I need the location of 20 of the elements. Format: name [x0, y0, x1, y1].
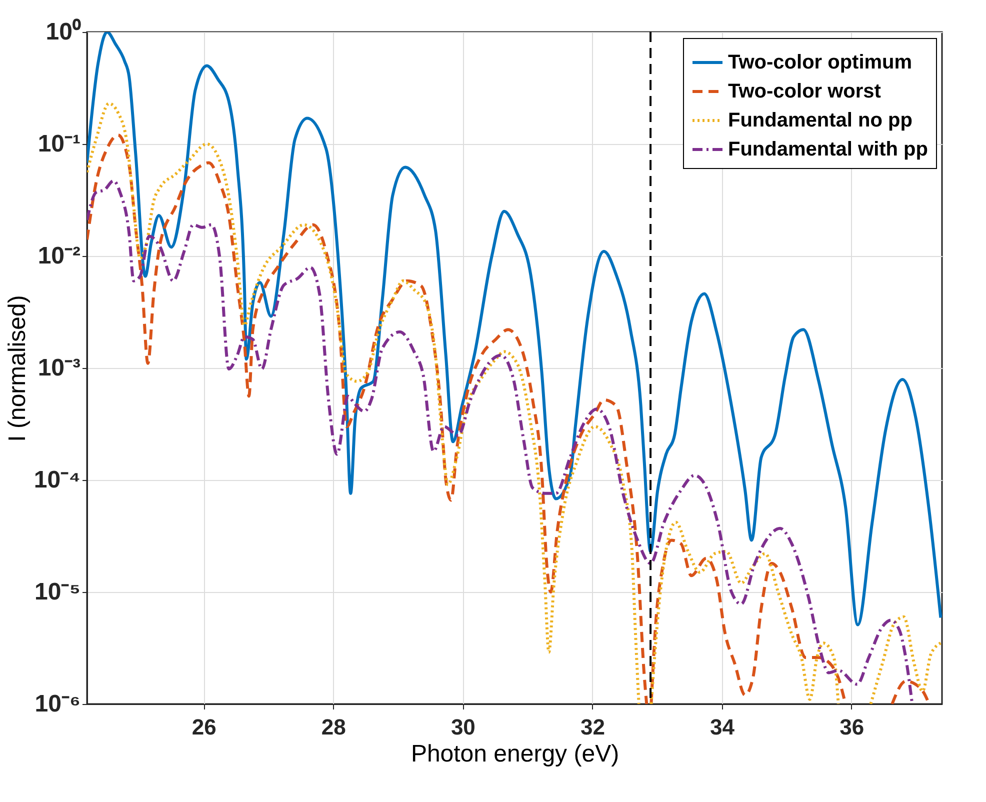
legend-label: Fundamental no pp	[728, 110, 912, 132]
y-tick-label: 10⁻⁴	[34, 466, 80, 494]
y-tick-label: 10⁻³	[38, 354, 81, 382]
line-series	[87, 32, 942, 626]
x-tick-label: 28	[321, 714, 346, 740]
x-tick-label: 26	[192, 714, 216, 740]
legend-label: Fundamental with pp	[728, 138, 928, 160]
y-axis-title: I (normalised)	[4, 295, 31, 442]
legend-label: Two-color worst	[728, 80, 882, 102]
x-axis-title: Photon energy (eV)	[410, 740, 620, 768]
y-tick-label: 10⁻⁵	[34, 578, 80, 606]
legend-label: Two-color optimum	[728, 52, 912, 74]
x-tick-label: 36	[840, 714, 864, 740]
x-tick-label: 30	[450, 714, 476, 740]
x-tick-label: 34	[710, 714, 736, 740]
x-tick-label: 32	[580, 714, 605, 740]
y-tick-label: 10⁰	[46, 18, 82, 46]
y-tick-label: 10⁻⁶	[34, 690, 80, 718]
y-tick-label: 10⁻¹	[38, 130, 81, 158]
y-tick-label: 10⁻²	[38, 242, 81, 270]
